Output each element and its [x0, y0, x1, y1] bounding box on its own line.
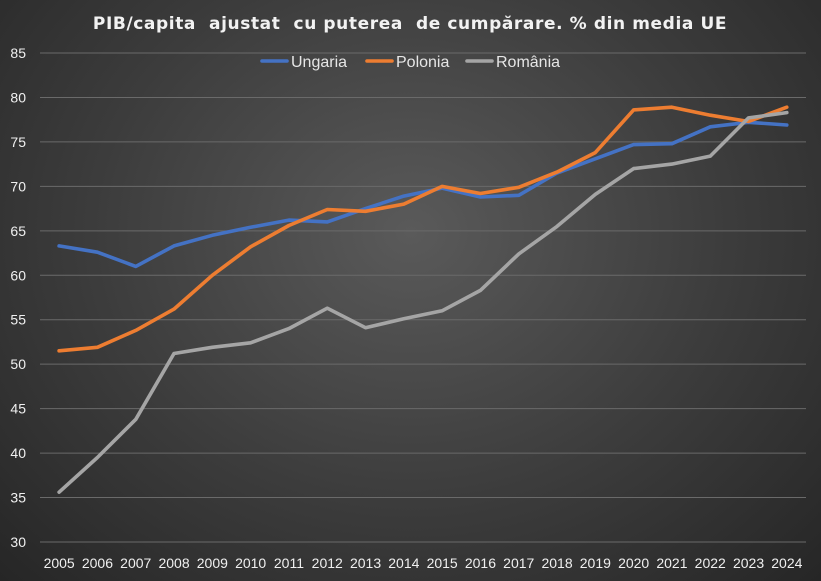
chart-title: PIB/capita ajustat cu puterea de cumpăra…: [93, 14, 727, 34]
y-tick-label: 45: [10, 401, 26, 417]
y-tick-label: 50: [10, 356, 26, 372]
legend-label: Polonia: [396, 54, 449, 71]
y-tick-label: 65: [10, 223, 26, 239]
y-tick-label: 40: [10, 445, 26, 461]
x-tick-label: 2019: [580, 555, 611, 571]
x-tick-label: 2022: [695, 555, 726, 571]
x-tick-label: 2008: [158, 555, 189, 571]
y-tick-label: 80: [10, 89, 26, 105]
legend-label: România: [496, 54, 560, 71]
x-axis-tick-labels: 2005 2006 2007 2008 2009 2010 2011 2012 2013 2014…: [44, 555, 803, 571]
x-tick-label: 2012: [312, 555, 343, 571]
x-tick-label: 2015: [427, 555, 458, 571]
legend: Ungaria Polonia România: [260, 54, 560, 71]
x-tick-label: 2020: [618, 555, 649, 571]
y-tick-label: 70: [10, 178, 26, 194]
y-tick-label: 30: [10, 534, 26, 550]
x-tick-label: 2011: [274, 555, 304, 571]
y-axis-tick-labels: 30 35 40 45 50 55 60 65 70 75 80 85: [10, 45, 26, 550]
series-line-ungaria: [57, 120, 789, 269]
x-tick-label: 2024: [771, 555, 802, 571]
y-tick-label: 60: [10, 267, 26, 283]
y-tick-label: 35: [10, 490, 26, 506]
y-tick-label: 85: [10, 45, 26, 61]
series-line-polonia: [57, 105, 789, 353]
x-tick-label: 2018: [541, 555, 572, 571]
y-tick-label: 55: [10, 312, 26, 328]
x-tick-label: 2009: [197, 555, 228, 571]
series-line-romnia: [57, 110, 789, 495]
x-tick-label: 2007: [120, 555, 151, 571]
x-tick-label: 2016: [465, 555, 496, 571]
x-tick-label: 2013: [350, 555, 381, 571]
x-tick-label: 2005: [44, 555, 75, 571]
gridlines: [40, 52, 806, 543]
legend-item: Ungaria: [260, 54, 347, 71]
x-tick-label: 2006: [82, 555, 113, 571]
x-tick-label: 2021: [656, 555, 687, 571]
y-tick-label: 75: [10, 134, 26, 150]
x-tick-label: 2017: [503, 555, 534, 571]
series-lines: [57, 105, 789, 495]
legend-item: Polonia: [365, 54, 449, 71]
x-tick-label: 2023: [733, 555, 764, 571]
x-tick-label: 2010: [235, 555, 266, 571]
legend-item: România: [465, 54, 560, 71]
x-tick-label: 2014: [388, 555, 419, 571]
legend-label: Ungaria: [291, 54, 347, 71]
